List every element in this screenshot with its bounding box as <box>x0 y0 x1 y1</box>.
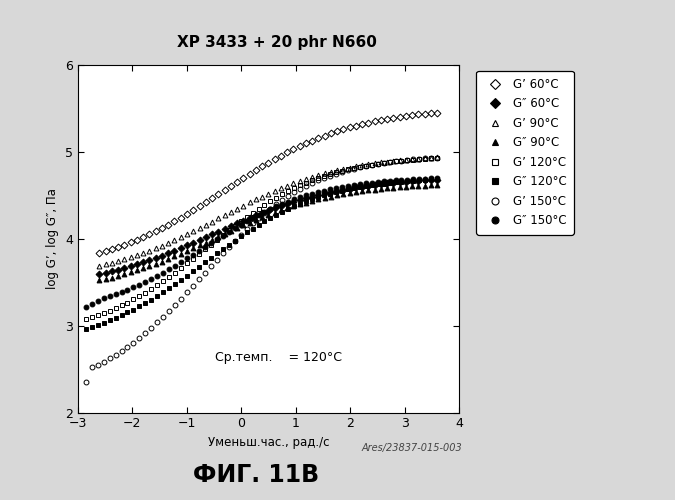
Text: XP 3433 + 20 phr N660: XP 3433 + 20 phr N660 <box>177 35 377 50</box>
Legend: G’ 60°C, G″ 60°C, G’ 90°C, G″ 90°C, G’ 120°C, G″ 120°C, G’ 150°C, G″ 150°C: G’ 60°C, G″ 60°C, G’ 90°C, G″ 90°C, G’ 1… <box>477 71 574 234</box>
Text: Ares/23837-015-003: Ares/23837-015-003 <box>362 442 462 452</box>
X-axis label: Уменьш.час., рад./с: Уменьш.час., рад./с <box>208 436 329 449</box>
Text: ФИГ. 11B: ФИГ. 11B <box>194 464 319 487</box>
Text: Ср.темп.    = 120°C: Ср.темп. = 120°C <box>215 351 342 364</box>
Y-axis label: log G’, log G″, Па: log G’, log G″, Па <box>46 188 59 289</box>
